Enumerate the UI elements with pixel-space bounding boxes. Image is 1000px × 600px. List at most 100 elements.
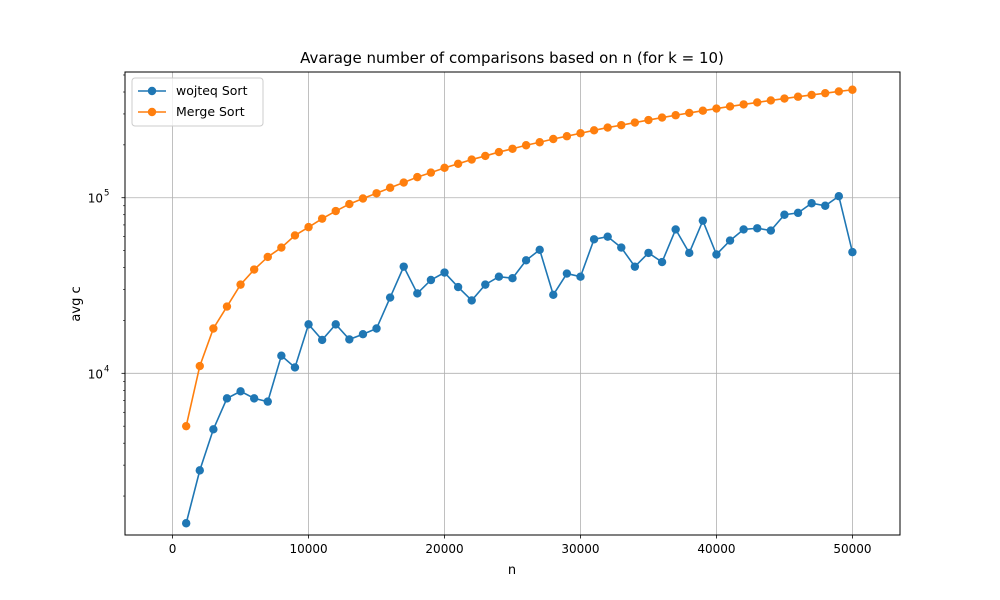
- data-point: [698, 216, 708, 225]
- data-point: [834, 87, 844, 96]
- data-point: [508, 144, 517, 153]
- data-point: [521, 256, 531, 265]
- data-point: [739, 100, 748, 109]
- data-point: [589, 235, 599, 244]
- legend-label-wojteq: wojteq Sort: [176, 83, 248, 98]
- data-point: [848, 247, 857, 257]
- data-point: [481, 151, 490, 161]
- plot-area: [124, 71, 901, 536]
- data-point: [671, 225, 680, 234]
- data-point: [780, 94, 789, 103]
- data-point: [494, 272, 504, 281]
- data-point: [440, 268, 449, 277]
- data-point: [562, 132, 572, 141]
- data-point: [467, 296, 476, 305]
- data-point: [549, 290, 558, 299]
- x-tick-label: 0: [169, 542, 177, 556]
- data-point: [181, 519, 191, 528]
- data-point: [793, 92, 803, 101]
- data-point: [249, 394, 259, 403]
- data-point: [467, 155, 476, 164]
- data-point: [263, 397, 272, 406]
- data-point: [644, 248, 653, 258]
- data-point: [277, 243, 286, 252]
- data-point: [413, 289, 422, 298]
- data-point: [372, 189, 381, 198]
- data-point: [576, 272, 585, 281]
- data-point: [426, 275, 436, 285]
- data-point: [589, 126, 599, 135]
- data-point: [453, 159, 463, 169]
- chart-title: Avarage number of comparisons based on n…: [300, 49, 724, 67]
- data-point: [535, 245, 544, 255]
- data-point: [739, 225, 748, 234]
- data-point: [821, 88, 830, 98]
- data-point: [603, 232, 612, 241]
- data-point: [440, 163, 449, 173]
- y-tick-label-exponent: 5: [104, 189, 109, 199]
- data-point: [304, 222, 313, 232]
- data-point: [685, 108, 694, 118]
- data-point: [834, 192, 844, 201]
- data-point: [780, 210, 789, 219]
- data-point: [236, 280, 245, 289]
- legend-marker-merge: [147, 107, 157, 117]
- y-tick-label: 10: [88, 367, 103, 381]
- data-point: [848, 85, 857, 94]
- data-point: [725, 236, 735, 245]
- data-point: [181, 421, 191, 431]
- data-point: [766, 96, 776, 105]
- data-point: [426, 168, 436, 177]
- data-point: [712, 250, 721, 259]
- grid: [125, 72, 900, 535]
- data-point: [698, 106, 708, 115]
- data-point: [821, 201, 830, 210]
- data-point: [249, 265, 259, 274]
- data-point: [345, 335, 354, 344]
- legend-label-merge: Merge Sort: [176, 104, 245, 119]
- data-point: [712, 104, 721, 113]
- data-point: [508, 274, 517, 283]
- data-point: [317, 335, 327, 345]
- data-point: [494, 147, 504, 157]
- data-point: [331, 320, 340, 329]
- series-layer: [181, 85, 857, 528]
- y-axis-label: avg c: [69, 286, 84, 321]
- data-point: [358, 330, 368, 339]
- data-point: [209, 324, 218, 333]
- data-point: [657, 257, 667, 267]
- data-point: [535, 138, 544, 147]
- data-point: [317, 214, 327, 223]
- data-point: [290, 363, 300, 372]
- data-point: [481, 280, 490, 289]
- data-point: [753, 224, 762, 233]
- legend-marker-wojteq: [147, 86, 157, 96]
- data-point: [413, 172, 422, 182]
- data-point: [331, 206, 340, 216]
- data-point: [685, 248, 694, 258]
- x-tick-label: 50000: [833, 542, 871, 556]
- x-tick-label: 40000: [697, 542, 735, 556]
- y-tick-label: 10: [88, 192, 103, 206]
- data-point: [630, 262, 640, 271]
- data-point: [657, 113, 667, 122]
- data-point: [549, 134, 558, 144]
- data-point: [671, 111, 680, 120]
- x-tick-label: 20000: [425, 542, 463, 556]
- data-point: [766, 226, 776, 235]
- data-point: [630, 118, 640, 127]
- data-point: [195, 466, 204, 475]
- data-point: [385, 183, 395, 192]
- y-tick-label-exponent: 4: [104, 364, 109, 374]
- data-point: [385, 293, 395, 302]
- data-point: [195, 361, 204, 371]
- data-point: [521, 141, 531, 150]
- data-point: [807, 199, 816, 208]
- data-point: [453, 282, 463, 292]
- data-point: [399, 178, 408, 187]
- data-point: [222, 394, 232, 403]
- x-tick-label: 10000: [289, 542, 327, 556]
- data-point: [807, 90, 816, 100]
- x-tick-label: 30000: [561, 542, 599, 556]
